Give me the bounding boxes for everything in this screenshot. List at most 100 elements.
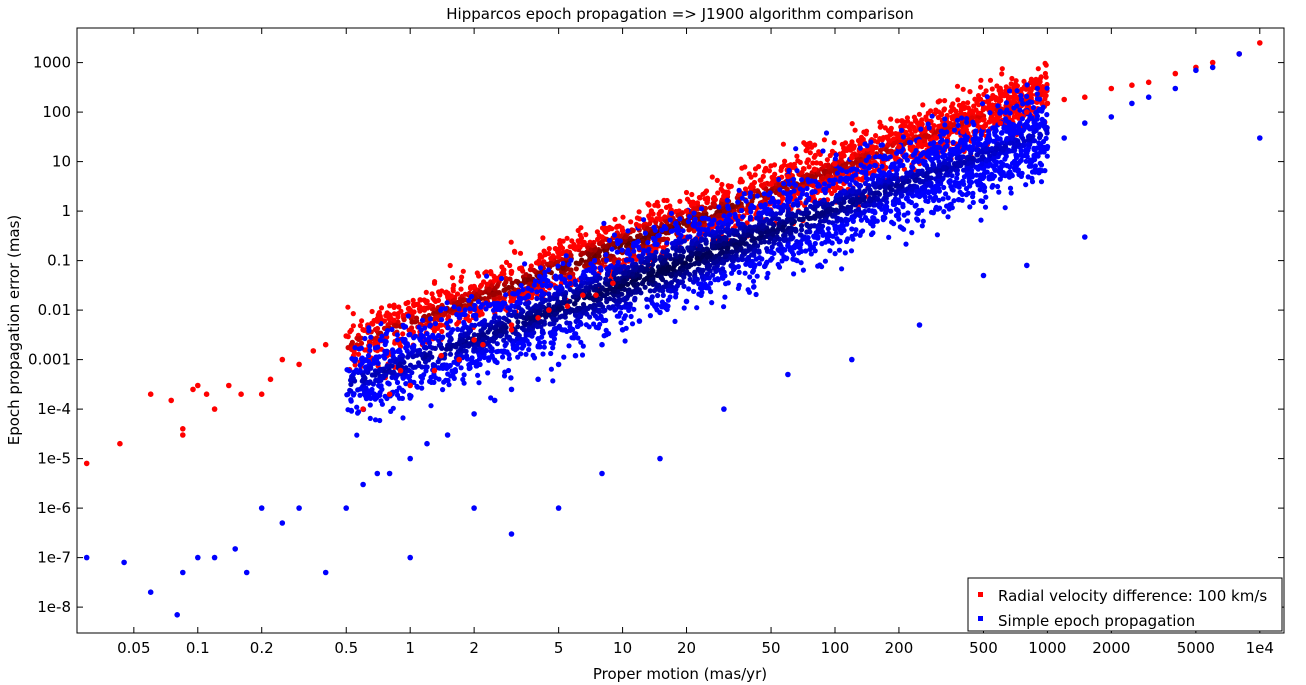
x-tick-label-0-05: 0.05 <box>117 639 150 657</box>
point-0-39 <box>768 181 774 187</box>
point-0-19 <box>360 327 366 333</box>
x-tick-label-5000: 5000 <box>1177 639 1215 657</box>
point-1-24 <box>555 361 562 368</box>
point-1-43 <box>960 178 966 185</box>
point-1-53 <box>1145 94 1152 100</box>
point-1-34 <box>768 249 774 255</box>
point-1-47 <box>1024 150 1030 156</box>
point-0-12 <box>258 391 265 398</box>
plot-frame <box>76 27 1285 634</box>
point-1-29 <box>657 309 663 316</box>
point-0-68 <box>456 356 462 363</box>
point-0-52 <box>1024 109 1030 115</box>
point-1-54 <box>1172 85 1179 92</box>
point-0-51 <box>1011 114 1018 120</box>
point-1-16 <box>386 470 393 477</box>
point-1-13 <box>343 505 350 511</box>
point-0-73 <box>593 292 599 299</box>
point-1-35 <box>785 242 791 249</box>
y-axis-title: Epoch propagation error (mas) <box>5 215 23 446</box>
point-0-46 <box>916 139 923 145</box>
point-0-18 <box>343 333 350 339</box>
x-tick-label-500: 500 <box>969 639 998 657</box>
point-1-28 <box>636 318 643 324</box>
point-0-14 <box>279 356 286 363</box>
point-1-69 <box>980 272 987 279</box>
series-simple-epoch-propagation <box>83 51 1263 618</box>
point-1-3 <box>174 612 180 618</box>
point-0-20 <box>374 318 381 324</box>
point-1-56 <box>1209 64 1216 71</box>
y-tick-label-1: 1 <box>61 202 71 220</box>
point-1-68 <box>916 322 923 328</box>
y-tick-label-100: 100 <box>42 103 71 121</box>
point-0-47 <box>933 135 940 141</box>
point-1-25 <box>572 352 579 359</box>
point-1-31 <box>704 283 710 290</box>
point-0-71 <box>535 315 541 321</box>
point-1-11 <box>296 505 302 511</box>
point-1-66 <box>785 371 791 378</box>
point-0-36 <box>704 199 710 206</box>
point-0-24 <box>444 292 451 299</box>
point-0-11 <box>238 391 244 398</box>
point-0-5 <box>180 432 186 438</box>
point-1-22 <box>508 386 515 393</box>
point-0-77 <box>508 322 515 328</box>
point-1-64 <box>657 455 663 462</box>
point-1-7 <box>232 546 238 552</box>
point-1-38 <box>849 216 855 222</box>
point-0-38 <box>747 184 754 191</box>
y-tick-label-1e-7: 1e-7 <box>37 549 71 567</box>
point-1-46 <box>1011 158 1018 165</box>
point-1-63 <box>599 470 605 477</box>
point-0-30 <box>572 245 579 251</box>
point-0-13 <box>267 376 274 383</box>
x-tick-label-100: 100 <box>821 639 850 657</box>
point-0-70 <box>508 327 515 333</box>
point-0-59 <box>1172 70 1179 77</box>
point-1-61 <box>508 531 515 537</box>
point-1-12 <box>322 569 329 576</box>
point-1-23 <box>535 376 541 383</box>
point-1-0 <box>83 554 90 561</box>
point-1-59 <box>407 554 414 561</box>
y-tick-label-1e-8: 1e-8 <box>37 598 71 616</box>
point-0-21 <box>386 312 393 318</box>
point-0-9 <box>211 406 218 412</box>
point-0-33 <box>636 223 643 229</box>
point-0-42 <box>832 161 838 167</box>
point-1-5 <box>195 554 201 561</box>
point-0-28 <box>535 260 541 266</box>
point-1-27 <box>619 327 626 333</box>
point-0-69 <box>480 341 486 348</box>
point-0-4 <box>180 426 186 432</box>
point-1-4 <box>180 569 186 576</box>
legend-swatch-radial-velocity <box>978 592 983 597</box>
point-0-16 <box>310 348 317 354</box>
point-0-32 <box>619 228 626 234</box>
y-tick-label-0-01: 0.01 <box>38 301 71 319</box>
point-1-37 <box>832 223 838 229</box>
point-1-33 <box>747 262 754 269</box>
point-1-41 <box>916 193 923 199</box>
point-0-15 <box>296 361 302 368</box>
legend-label-simple: Simple epoch propagation <box>998 612 1195 630</box>
point-1-40 <box>896 199 902 206</box>
point-0-37 <box>721 193 727 199</box>
point-0-10 <box>226 382 232 389</box>
point-1-21 <box>491 397 498 404</box>
point-1-26 <box>599 341 605 348</box>
point-0-43 <box>849 154 855 161</box>
point-0-8 <box>203 391 210 398</box>
point-0-29 <box>555 253 562 260</box>
point-0-67 <box>431 367 438 374</box>
point-1-70 <box>1024 262 1030 269</box>
legend-swatch-simple <box>978 616 983 621</box>
legend-frame <box>967 577 1283 632</box>
point-1-14 <box>360 481 366 488</box>
y-tick-label-1e-6: 1e-6 <box>37 499 71 517</box>
point-1-50 <box>1082 120 1088 126</box>
point-1-57 <box>1236 51 1242 57</box>
